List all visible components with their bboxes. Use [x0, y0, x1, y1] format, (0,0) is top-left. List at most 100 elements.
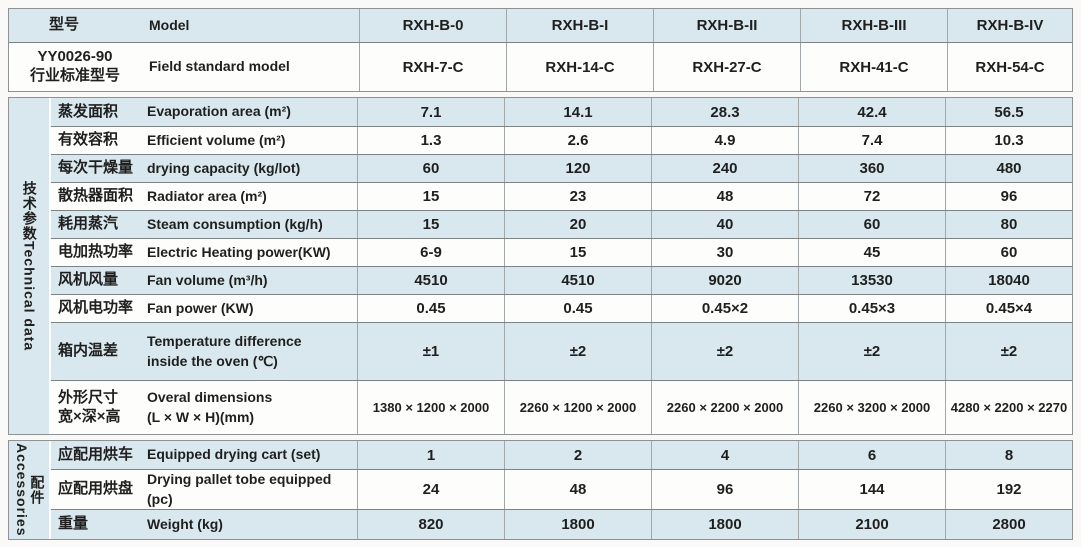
row-label-zh: YY0026-90 行业标准型号: [9, 43, 141, 91]
row-label-en: Fan power (KW): [147, 299, 254, 316]
value-cell: 0.45×2: [651, 295, 798, 322]
value-cell: 240: [651, 155, 798, 182]
value-cell: 42.4: [798, 98, 945, 126]
value-cell: 480: [945, 155, 1072, 182]
table-row: 散热器面积 Radiator area (m²) 15 23 48 72 96: [51, 182, 1072, 210]
value-cell: 7.4: [798, 127, 945, 154]
value-cell: RXH-B-III: [800, 9, 947, 42]
value-cell: 120: [504, 155, 651, 182]
table-row: 应配用烘盘 Drying pallet tobe equipped (pc) 2…: [51, 469, 1072, 510]
table-row: 外形尺寸 宽×深×高 Overal dimensions (L × W × H)…: [51, 380, 1072, 434]
row-label-en: Evaporation area (m²): [147, 103, 291, 120]
value-cell: RXH-41-C: [800, 43, 947, 91]
accessories-section-label: Accessories 配件: [9, 441, 51, 540]
value-cell: 0.45×3: [798, 295, 945, 322]
spec-table: 型号 Model RXH-B-0 RXH-B-I RXH-B-II RXH-B-…: [8, 8, 1073, 545]
row-label-zh: 风机风量: [58, 271, 119, 289]
value-cell: 40: [651, 211, 798, 238]
value-cell: RXH-27-C: [653, 43, 800, 91]
value-cell: 144: [798, 470, 945, 510]
model-label-zh: 型号: [49, 16, 80, 34]
value-cell: 13530: [798, 267, 945, 294]
row-label-en: Model: [141, 9, 359, 42]
value-cell: RXH-14-C: [506, 43, 653, 91]
table-row: 风机电功率 Fan power (KW) 0.45 0.45 0.45×2 0.…: [51, 294, 1072, 322]
row-label-zh: 每次干燥量: [58, 159, 134, 177]
value-cell: 0.45: [357, 295, 504, 322]
value-cell: 9020: [651, 267, 798, 294]
value-cell: 60: [945, 239, 1072, 266]
row-label-zh: 重量: [58, 515, 89, 533]
value-cell: 1: [357, 441, 504, 469]
value-cell: 8: [945, 441, 1072, 469]
value-cell: ±1: [357, 323, 504, 380]
value-cell: 2260 × 3200 × 2000: [798, 381, 945, 434]
value-cell: 15: [504, 239, 651, 266]
value-cell: 20: [504, 211, 651, 238]
row-label-en: Drying pallet tobe equipped (pc): [147, 471, 332, 507]
table-row: 风机风量 Fan volume (m³/h) 4510 4510 9020 13…: [51, 266, 1072, 294]
value-cell: 45: [798, 239, 945, 266]
value-cell: 96: [651, 470, 798, 510]
value-cell: RXH-B-I: [506, 9, 653, 42]
row-label-zh: 箱内温差: [58, 342, 119, 360]
row-label-en: Temperature difference inside the oven (…: [147, 332, 302, 369]
table-row: 每次干燥量 drying capacity (kg/lot) 60 120 24…: [51, 154, 1072, 182]
value-cell: 56.5: [945, 98, 1072, 126]
row-label-zh: 散热器面积: [58, 187, 134, 205]
model-label-en: Model: [149, 16, 190, 33]
row-label-en: Equipped drying cart (set): [147, 446, 321, 463]
row-label-zh: 蒸发面积: [58, 102, 119, 120]
row-label-zh: 应配用烘盘: [58, 480, 134, 498]
technical-vertical-label: 技术参数Technical data: [21, 180, 38, 351]
value-cell: RXH-B-II: [653, 9, 800, 42]
technical-section-label: 技术参数Technical data: [9, 98, 51, 434]
value-cell: 10.3: [945, 127, 1072, 154]
row-label-en: Weight (kg): [147, 515, 223, 532]
value-cell: RXH-B-0: [359, 9, 506, 42]
value-cell: ±2: [504, 323, 651, 380]
value-cell: 2260 × 1200 × 2000: [504, 381, 651, 434]
value-cell: RXH-B-IV: [947, 9, 1072, 42]
value-cell: 4280 × 2200 × 2270: [945, 381, 1072, 434]
value-cell: 48: [504, 470, 651, 510]
value-cell: ±2: [798, 323, 945, 380]
value-cell: RXH-7-C: [359, 43, 506, 91]
value-cell: 1380 × 1200 × 2000: [357, 381, 504, 434]
technical-section: 技术参数Technical data 蒸发面积 Evaporation area…: [8, 97, 1073, 435]
row-label-en: Steam consumption (kg/h): [147, 215, 323, 232]
value-cell: 14.1: [504, 98, 651, 126]
value-cell: 0.45×4: [945, 295, 1072, 322]
value-cell: 2.6: [504, 127, 651, 154]
row-label-zh: 风机电功率: [58, 299, 134, 317]
technical-label-zh: 技术参数: [21, 180, 38, 241]
value-cell: ±2: [651, 323, 798, 380]
value-cell: 360: [798, 155, 945, 182]
value-cell: 30: [651, 239, 798, 266]
value-cell: 28.3: [651, 98, 798, 126]
table-row: 箱内温差 Temperature difference inside the o…: [51, 322, 1072, 380]
row-label-en: Efficient volume (m²): [147, 131, 286, 148]
standard-model-row: YY0026-90 行业标准型号 Field standard model RX…: [9, 42, 1072, 91]
value-cell: 96: [945, 183, 1072, 210]
value-cell: 2: [504, 441, 651, 469]
value-cell: 15: [357, 211, 504, 238]
value-cell: 6: [798, 441, 945, 469]
header-section: 型号 Model RXH-B-0 RXH-B-I RXH-B-II RXH-B-…: [8, 8, 1073, 92]
table-row: 有效容积 Efficient volume (m²) 1.3 2.6 4.9 7…: [51, 126, 1072, 154]
row-label-zh: 耗用蒸汽: [58, 215, 119, 233]
value-cell: RXH-54-C: [947, 43, 1072, 91]
value-cell: 23: [504, 183, 651, 210]
table-row: 重量 Weight (kg) 820 1800 1800 2100 2800: [51, 509, 1072, 540]
accessories-label-en: Accessories: [14, 443, 30, 537]
row-label-en: drying capacity (kg/lot): [147, 159, 301, 176]
value-cell: 15: [357, 183, 504, 210]
value-cell: 48: [651, 183, 798, 210]
standard-label-zh: 行业标准型号: [29, 67, 120, 84]
table-row: 应配用烘车 Equipped drying cart (set) 1 2 4 6…: [51, 441, 1072, 469]
row-label-zh: 外形尺寸 宽×深×高: [58, 388, 121, 425]
value-cell: 1800: [651, 510, 798, 540]
value-cell: 4.9: [651, 127, 798, 154]
value-cell: 2800: [945, 510, 1072, 540]
table-row: 耗用蒸汽 Steam consumption (kg/h) 15 20 40 6…: [51, 210, 1072, 238]
